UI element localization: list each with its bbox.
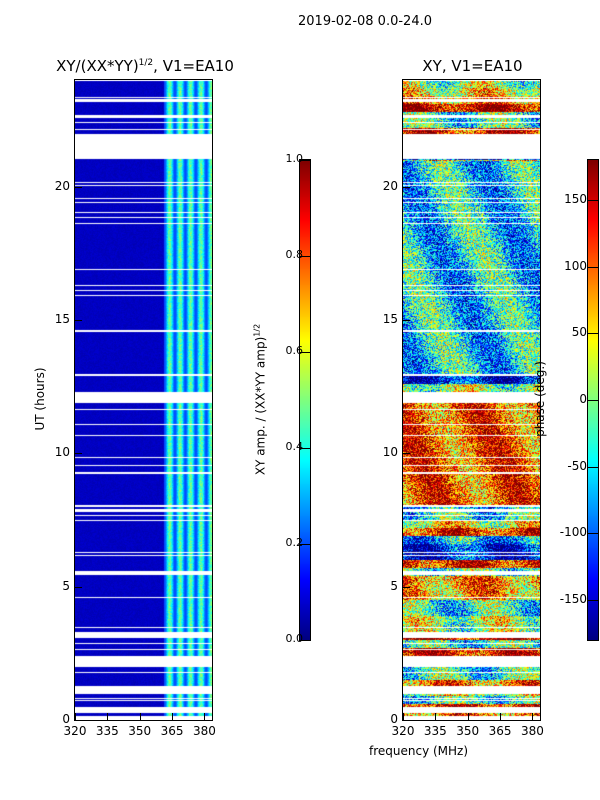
colorbar-tick-label: 0.0 [285,632,304,645]
colorbar-tick-mark [300,448,310,449]
figure-title: 2019-02-08 0.0-24.0 [298,14,432,29]
y-tick-label: 10 [382,445,398,460]
x-tick-mark [467,713,469,720]
amp-plot-title: XY/(XX*YY)1/2, V1=EA10 [56,57,234,75]
y-tick-mark [75,586,82,588]
y-tick-label: 10 [54,445,70,460]
colorbar-tick-mark [300,256,310,257]
colorbar-tick-mark [588,466,598,468]
y-tick-label: 0 [390,712,398,726]
x-axis-label: frequency (MHz) [369,744,469,758]
colorbar-tick-label: -50 [567,458,587,473]
colorbar-tick-label: 0.2 [285,536,304,549]
colorbar-tick-label: 0 [579,392,587,406]
y-tick-label: 5 [62,578,70,593]
phase-colorbar-label: phase (deg.) [533,361,547,437]
y-tick-mark [403,320,410,321]
x-tick-label: 335 [95,724,119,738]
colorbar-tick-mark [588,600,598,601]
y-tick-label: 5 [390,578,398,593]
x-tick-label: 365 [160,724,184,738]
y-tick-mark [75,453,82,455]
y-tick-mark [75,720,82,721]
colorbar-tick-label: 0.6 [285,344,304,357]
x-tick-label: 335 [423,724,447,738]
amp-heatmap [75,80,212,720]
x-tick-mark [500,713,502,720]
colorbar-tick-mark [300,352,310,353]
x-tick-label: 380 [192,724,216,738]
colorbar-tick-label: 0.8 [285,248,304,261]
colorbar-tick-label: 100 [564,258,587,273]
x-tick-label: 350 [456,724,480,738]
colorbar-tick-mark [300,160,310,161]
amp-y-axis-label: UT (hours) [33,367,47,431]
colorbar-tick-mark [588,533,598,535]
colorbar-tick-label: 1.0 [285,152,304,165]
y-tick-label: 0 [62,712,70,726]
phase-plot-title: XY, V1=EA10 [422,57,523,75]
x-tick-mark [435,713,437,720]
y-tick-label: 15 [54,312,70,326]
colorbar-tick-mark [588,266,598,268]
colorbar-tick-mark [588,333,598,335]
colorbar-tick-label: -150 [559,592,587,606]
colorbar-tick-mark [300,640,310,641]
x-tick-mark [139,713,141,720]
y-tick-mark [403,186,410,188]
x-tick-label: 380 [520,724,544,738]
colorbar-tick-mark [588,200,598,201]
x-tick-label: 365 [488,724,512,738]
y-tick-mark [75,186,82,188]
y-tick-mark [75,320,82,321]
x-tick-mark [107,713,109,720]
x-tick-label: 320 [391,724,415,738]
x-tick-mark [204,713,206,720]
colorbar-tick-mark [588,400,598,401]
colorbar-tick-label: -100 [559,525,587,540]
colorbar-tick-label: 50 [571,325,587,340]
y-tick-label: 15 [382,312,398,326]
x-tick-label: 350 [128,724,152,738]
phase-heatmap [403,80,540,720]
y-tick-mark [403,720,410,721]
amp-colorbar [300,160,310,640]
y-tick-mark [403,586,410,588]
colorbar-tick-label: 0.4 [285,440,304,453]
x-tick-mark [403,713,404,720]
colorbar-tick-label: 150 [564,192,587,206]
y-tick-label: 20 [382,178,398,193]
amp-colorbar-label: XY amp. / (XX*YY amp)1/2 [252,323,268,476]
x-tick-label: 320 [63,724,87,738]
y-tick-label: 20 [54,178,70,193]
x-tick-mark [532,713,534,720]
y-tick-mark [403,453,410,455]
x-tick-mark [172,713,174,720]
colorbar-tick-mark [300,544,310,545]
x-tick-mark [75,713,76,720]
